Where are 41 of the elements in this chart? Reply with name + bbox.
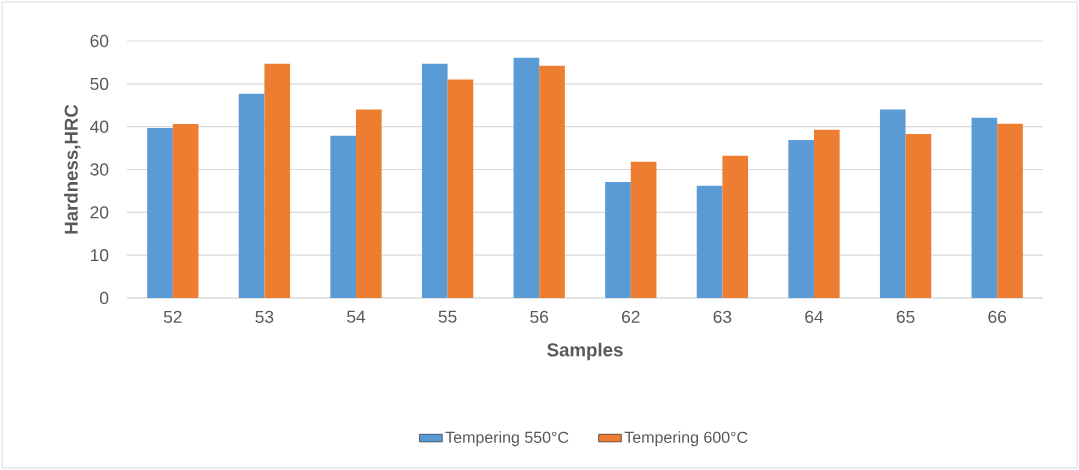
x-tick-label: 65 (896, 310, 915, 323)
bar (264, 63, 291, 298)
y-tick-label: 60 (90, 34, 109, 48)
y-tick-label: 40 (90, 120, 109, 133)
bar (172, 124, 199, 298)
bar (539, 65, 565, 298)
x-tick-label: 52 (163, 310, 182, 323)
x-tick-label: 63 (713, 310, 732, 323)
y-axis-title: Hardness,HRC (64, 104, 81, 234)
x-tick-label: 66 (988, 310, 1007, 323)
x-tick-label: 55 (438, 310, 457, 323)
bar (513, 57, 540, 298)
bar (814, 129, 840, 298)
x-axis-title: Samples (547, 342, 623, 361)
bar (330, 135, 356, 298)
bar (147, 127, 173, 298)
x-tick-label: 62 (622, 310, 640, 323)
legend-label: Tempering 550°C (445, 431, 569, 447)
bar (605, 181, 631, 298)
x-tick-label: 56 (530, 310, 549, 323)
bar (971, 117, 998, 298)
bar (879, 109, 906, 298)
bar (447, 79, 474, 298)
bar (905, 133, 932, 298)
bar (788, 139, 814, 298)
bar (421, 63, 448, 298)
x-tick-label: 53 (255, 310, 274, 323)
bar (722, 155, 749, 298)
bar (997, 123, 1023, 298)
bar (630, 161, 657, 298)
y-tick-label: 0 (99, 291, 109, 305)
legend-label: Tempering 600°C (624, 431, 748, 447)
bar (356, 109, 382, 298)
y-tick-label: 10 (91, 249, 109, 262)
y-tick-label: 30 (90, 163, 109, 176)
bar (696, 185, 723, 298)
y-tick-label: 50 (90, 77, 109, 90)
x-tick-label: 54 (347, 310, 366, 323)
bar (238, 93, 265, 298)
y-tick-label: 20 (90, 206, 109, 219)
x-tick-label: 64 (805, 310, 824, 323)
